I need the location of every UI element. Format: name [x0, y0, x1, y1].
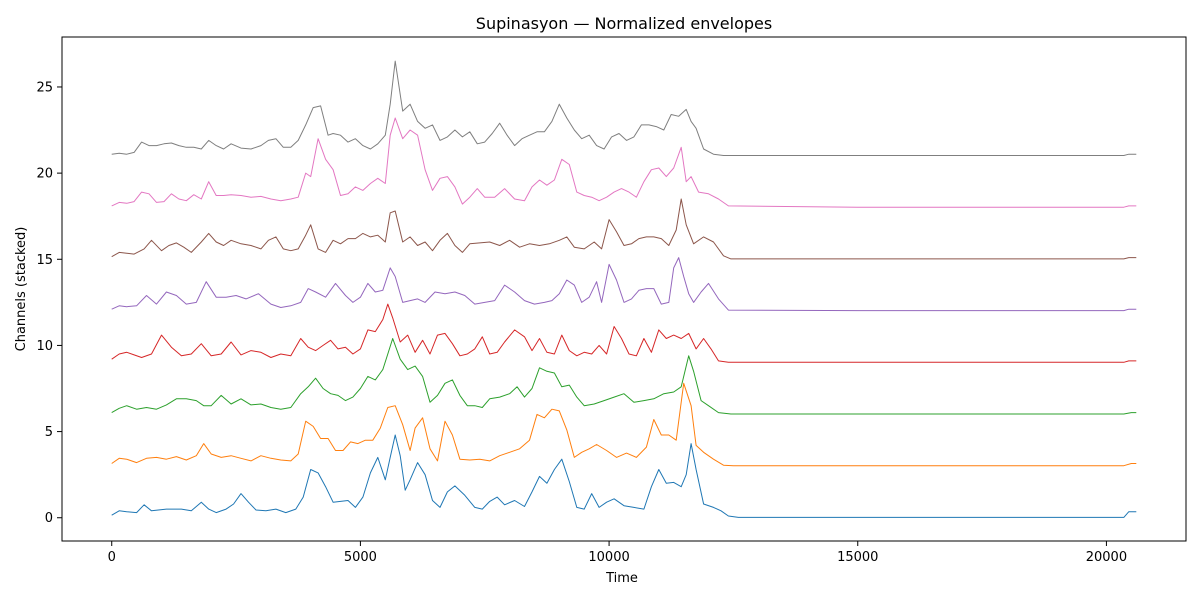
y-tick-label: 10 [36, 339, 53, 354]
series-line-8 [111, 60, 1137, 156]
x-tick-label: 5000 [344, 550, 377, 565]
x-axis: 0 5000 10000 15000 20000 [108, 541, 1127, 565]
x-tick-label: 0 [108, 550, 116, 565]
x-tick-label: 15000 [837, 550, 878, 565]
chart-title: Supinasyon — Normalized envelopes [476, 14, 772, 33]
series-line-5 [111, 257, 1137, 312]
series-line-6 [111, 198, 1137, 260]
x-tick-label: 20000 [1086, 550, 1127, 565]
series-line-4 [111, 303, 1137, 363]
x-axis-title: Time [605, 571, 638, 586]
y-tick-label: 25 [36, 80, 53, 95]
series-line-7 [111, 117, 1137, 208]
y-tick-label: 0 [45, 511, 53, 526]
series-line-3 [111, 338, 1137, 415]
series-line-2 [111, 382, 1137, 467]
series-group [111, 60, 1137, 518]
y-axis: 0 5 10 15 20 25 [36, 80, 62, 526]
y-tick-label: 20 [36, 167, 53, 182]
y-axis-title: Channels (stacked) [14, 227, 29, 352]
y-tick-label: 15 [36, 253, 53, 268]
plot-frame [61, 36, 1187, 542]
y-tick-label: 5 [45, 425, 53, 440]
x-tick-label: 10000 [588, 550, 629, 565]
series-line-1 [111, 434, 1137, 518]
